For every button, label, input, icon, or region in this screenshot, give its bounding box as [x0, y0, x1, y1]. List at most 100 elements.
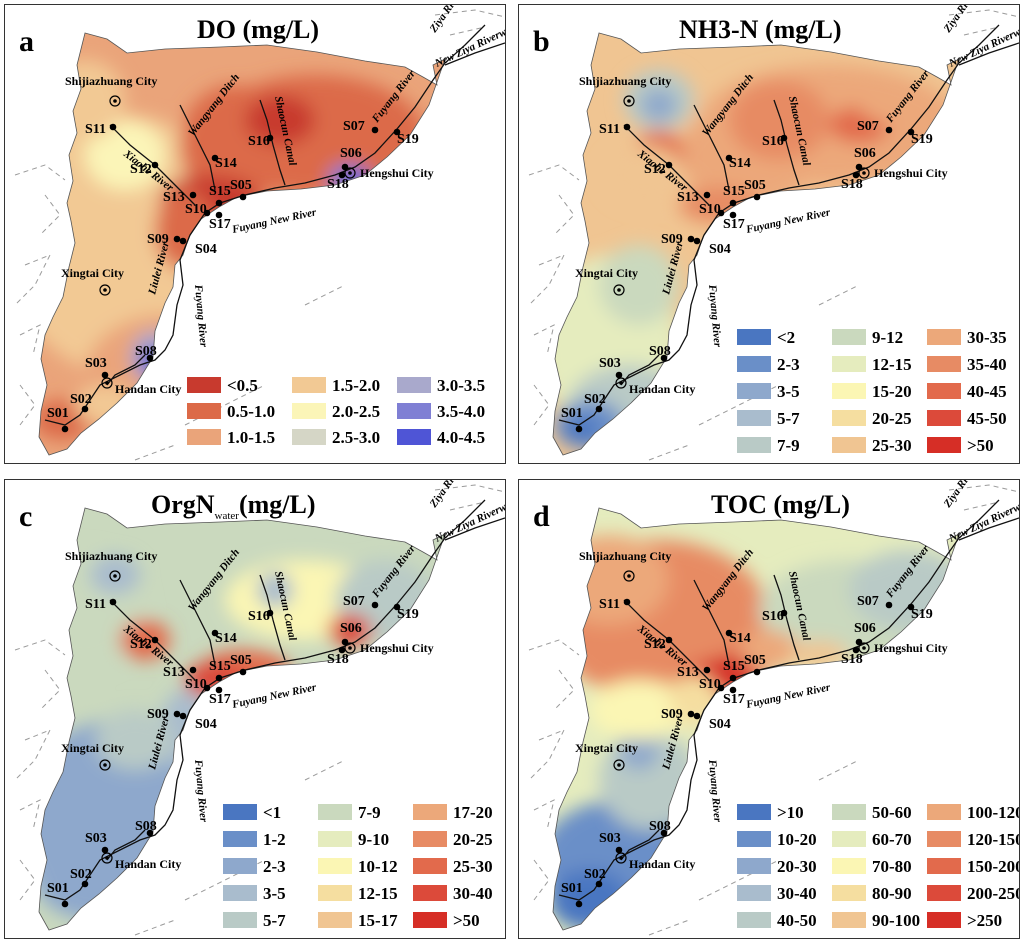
svg-text:17-20: 17-20 [453, 803, 493, 822]
svg-text:35-40: 35-40 [967, 355, 1007, 374]
site-s12: S12 [130, 161, 159, 177]
svg-text:S14: S14 [729, 156, 751, 171]
legend-item: 2-3 [223, 857, 286, 876]
svg-text:S08: S08 [649, 344, 671, 359]
site-s02: S02 [584, 867, 606, 888]
city-marker: Shijiazhuang City [579, 549, 671, 582]
svg-text:Hengshui City: Hengshui City [360, 641, 434, 655]
site-s14: S14 [211, 629, 237, 646]
svg-text:30-40: 30-40 [777, 884, 817, 903]
svg-text:S15: S15 [209, 184, 231, 199]
svg-text:Xingtai City: Xingtai City [575, 741, 638, 755]
panel-d: Ziya River New Ziya Riverway Fuyang River F… [518, 479, 1020, 939]
river-label: Ziya River [941, 480, 979, 511]
svg-text:Xingtai City: Xingtai City [575, 266, 638, 280]
svg-text:S01: S01 [47, 406, 69, 421]
svg-text:S06: S06 [854, 621, 876, 636]
svg-text:S18: S18 [841, 177, 863, 192]
svg-text:Shijiazhuang City: Shijiazhuang City [65, 74, 157, 88]
city-marker: Hengshui City [858, 641, 948, 655]
river-label: Fuyang River [706, 283, 724, 348]
site-s13: S13 [677, 665, 711, 680]
site-s10: S10 [699, 202, 725, 217]
svg-text:Hengshui City: Hengshui City [360, 166, 434, 180]
svg-text:Handan City: Handan City [629, 857, 695, 871]
svg-text:S09: S09 [147, 232, 169, 247]
svg-text:25-30: 25-30 [872, 436, 912, 455]
legend-item: 2.5-3.0 [292, 428, 380, 447]
svg-text:5-7: 5-7 [263, 911, 286, 930]
site-s09: S09 [661, 232, 695, 247]
site-s18: S18 [327, 171, 349, 192]
legend-item: 30-40 [737, 884, 817, 903]
city-marker: Xingtai City [61, 266, 124, 296]
site-s04: S04 [693, 712, 731, 732]
svg-text:S06: S06 [340, 146, 362, 161]
site-s17: S17 [209, 211, 231, 232]
svg-text:7-9: 7-9 [358, 803, 381, 822]
site-s08: S08 [135, 344, 157, 362]
svg-text:40-45: 40-45 [967, 382, 1007, 401]
svg-text:45-50: 45-50 [967, 409, 1007, 428]
city-marker: Shijiazhuang City [65, 549, 157, 582]
site-s10: S10 [185, 202, 211, 217]
svg-text:S05: S05 [744, 653, 766, 668]
svg-text:Handan City: Handan City [115, 857, 181, 871]
site-s13: S13 [163, 665, 197, 680]
legend-item: 200-250 [927, 884, 1019, 903]
svg-text:20-25: 20-25 [453, 830, 493, 849]
svg-text:Shijiazhuang City: Shijiazhuang City [65, 549, 157, 563]
site-s16: S16 [762, 134, 788, 149]
site-s07: S07 [343, 594, 379, 609]
svg-text:S07: S07 [857, 594, 879, 609]
svg-text:S03: S03 [85, 356, 107, 371]
svg-text:S17: S17 [723, 692, 745, 707]
site-s09: S09 [661, 707, 695, 722]
legend-item: <0.5 [187, 376, 258, 395]
svg-text:S08: S08 [135, 344, 157, 359]
legend-item: 100-120 [927, 803, 1020, 822]
city-marker: Handan City [615, 852, 695, 871]
site-s01: S01 [561, 406, 583, 433]
svg-text:S06: S06 [854, 146, 876, 161]
site-s14: S14 [725, 154, 751, 171]
svg-text:<2: <2 [777, 328, 795, 347]
site-s09: S09 [147, 707, 181, 722]
river-label: Fuyang New River [744, 206, 832, 236]
svg-text:S02: S02 [584, 867, 606, 882]
site-s04: S04 [693, 237, 731, 257]
site-s08: S08 [649, 344, 671, 362]
legend-item: 3-5 [223, 884, 286, 903]
svg-text:S08: S08 [649, 819, 671, 834]
site-s17: S17 [723, 686, 745, 707]
svg-text:S03: S03 [85, 831, 107, 846]
legend-item: 1-2 [223, 830, 286, 849]
svg-text:S11: S11 [85, 122, 106, 137]
svg-text:S14: S14 [215, 631, 237, 646]
panel-letter: a [19, 25, 34, 58]
legend-item: 5-7 [223, 911, 286, 930]
svg-text:S16: S16 [762, 134, 784, 149]
river-label: Fuyang River [706, 758, 724, 823]
legend-item: 50-60 [832, 803, 912, 822]
svg-text:S13: S13 [163, 190, 185, 205]
site-s18: S18 [841, 171, 863, 192]
svg-text:100-120: 100-120 [967, 803, 1020, 822]
panel-title: TOC (mg/L) [711, 490, 850, 519]
svg-text:S05: S05 [230, 653, 252, 668]
site-s17: S17 [209, 686, 231, 707]
svg-text:S04: S04 [195, 717, 217, 732]
site-s03: S03 [599, 356, 623, 379]
legend-item: >250 [927, 911, 1002, 930]
site-s01: S01 [47, 881, 69, 908]
city-marker: Hengshui City [858, 166, 948, 180]
legend-item: 3.5-4.0 [397, 402, 485, 421]
legend-item: 25-30 [832, 436, 912, 455]
site-s11: S11 [599, 597, 631, 612]
site-s11: S11 [85, 597, 117, 612]
svg-text:S17: S17 [209, 692, 231, 707]
svg-text:S07: S07 [857, 119, 879, 134]
legend-item: 12-15 [832, 355, 912, 374]
site-s10: S10 [699, 677, 725, 692]
site-s01: S01 [47, 406, 69, 433]
